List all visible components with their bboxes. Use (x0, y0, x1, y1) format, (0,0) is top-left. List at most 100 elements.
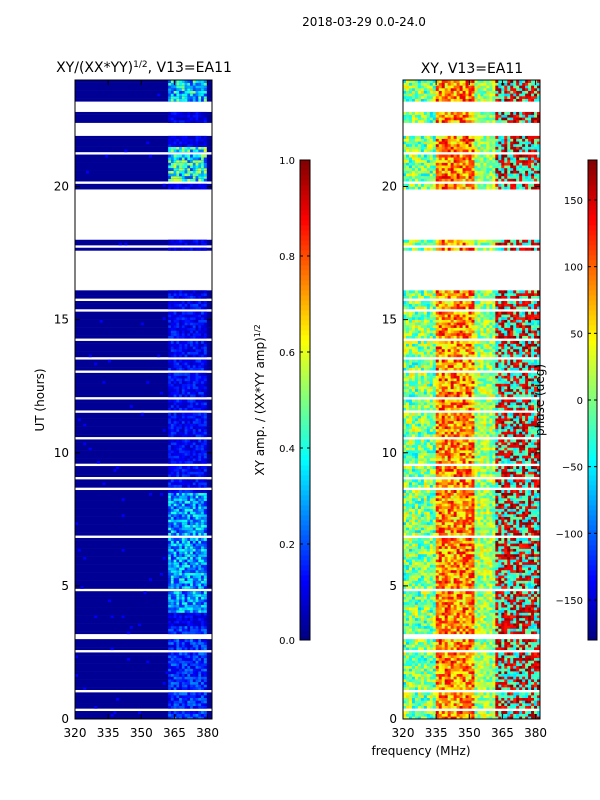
phase-cell (420, 679, 425, 683)
phase-cell (465, 705, 469, 709)
amplitude-cell (203, 391, 207, 395)
phase-cell (522, 601, 526, 605)
amplitude-cell (184, 652, 188, 656)
amplitude-cell (203, 607, 207, 611)
amplitude-cell (203, 242, 207, 246)
amplitude-cell (168, 154, 172, 158)
phase-cell (408, 599, 413, 603)
phase-cell (414, 647, 419, 651)
phase-cell (408, 644, 413, 648)
amplitude-cell (184, 111, 188, 115)
amplitude-cell (181, 242, 185, 246)
amplitude-cell (176, 561, 180, 565)
phase-cell (465, 580, 469, 584)
amplitude-row (75, 439, 212, 443)
amplitude-cell (195, 85, 199, 89)
amplitude-cell (190, 162, 194, 166)
phase-cell (459, 700, 463, 704)
amplitude-cell (176, 564, 180, 568)
amplitude-cell (170, 434, 174, 438)
phase-cell (429, 668, 434, 672)
phase-cell (435, 716, 440, 720)
phase-cell (447, 644, 451, 648)
amplitude-cell (181, 141, 185, 145)
amplitude-cell (192, 668, 196, 672)
phase-cell (438, 652, 443, 656)
amplitude-cell (203, 394, 207, 398)
colorbar-segment (300, 210, 310, 216)
phase-cell (495, 673, 499, 677)
phase-cell (414, 583, 419, 587)
phase-cell (453, 644, 457, 648)
amplitude-cell (168, 615, 172, 619)
amplitude-cell (201, 111, 205, 115)
phase-cell (465, 665, 469, 669)
phase-cell (414, 660, 419, 664)
amplitude-cell (168, 239, 172, 243)
figure-suptitle: 2018-03-29 0.0-24.0 (302, 15, 426, 29)
amplitude-colorbar-frame (299, 159, 311, 641)
amplitude-cell (176, 639, 180, 643)
amplitude-cell (173, 157, 177, 161)
phase-cell (435, 660, 440, 664)
amplitude-cell (173, 343, 177, 347)
phase-cell (441, 655, 445, 659)
phase-cell (453, 617, 457, 621)
phase-cell (537, 652, 541, 656)
phase-cell (432, 647, 437, 651)
amplitude-cell (179, 703, 183, 706)
amplitude-cell (176, 455, 180, 459)
phase-cell (432, 673, 437, 677)
amplitude-cell (179, 359, 183, 363)
amplitude-cell (201, 567, 205, 571)
phase-cell (510, 711, 514, 714)
phase-cell (534, 711, 538, 714)
amplitude-cell (170, 165, 174, 169)
amplitude-cell (179, 399, 183, 403)
phase-cell (414, 652, 419, 656)
phase-cell (447, 601, 451, 605)
phase-cell (462, 639, 466, 643)
amplitude-cell (168, 394, 172, 398)
amplitude-cell (203, 183, 207, 187)
phase-cell (441, 665, 445, 669)
phase-cell (471, 615, 475, 619)
amplitude-cell (203, 359, 207, 363)
phase-cell (405, 657, 410, 661)
phase-cell (435, 665, 440, 669)
amplitude-cell (203, 399, 207, 403)
amplitude-cell (179, 324, 183, 328)
amplitude-cell (181, 157, 185, 161)
phase-cell (501, 641, 505, 645)
phase-cell (495, 625, 499, 629)
amplitude-cell (187, 580, 191, 584)
phase-cell (444, 577, 448, 581)
amplitude-cell (187, 149, 191, 153)
amplitude-cell (184, 388, 188, 392)
amplitude-row (75, 548, 212, 552)
amplitude-cell (198, 537, 202, 541)
phase-cell (534, 681, 538, 685)
amplitude-cell (181, 138, 185, 142)
amplitude-cell (170, 498, 174, 501)
phase-cell (441, 687, 445, 691)
amplitude-row (75, 434, 212, 438)
phase-cell (498, 684, 502, 688)
phase-cell (405, 644, 410, 648)
phase-cell (516, 703, 520, 706)
phase-cell (528, 705, 532, 709)
amplitude-cell (195, 149, 199, 153)
phase-cell (498, 660, 502, 664)
phase-cell (531, 692, 535, 696)
amplitude-cell (201, 293, 205, 296)
amplitude-row (75, 82, 212, 86)
phase-cell (429, 644, 434, 648)
amplitude-cell (201, 135, 205, 139)
amplitude-cell (184, 135, 188, 139)
amplitude-cell (195, 388, 199, 392)
amplitude-row (75, 612, 212, 616)
amplitude-cell (173, 529, 177, 533)
amplitude-cell (181, 567, 185, 571)
phase-cell (531, 599, 535, 603)
amplitude-cell (195, 111, 199, 115)
